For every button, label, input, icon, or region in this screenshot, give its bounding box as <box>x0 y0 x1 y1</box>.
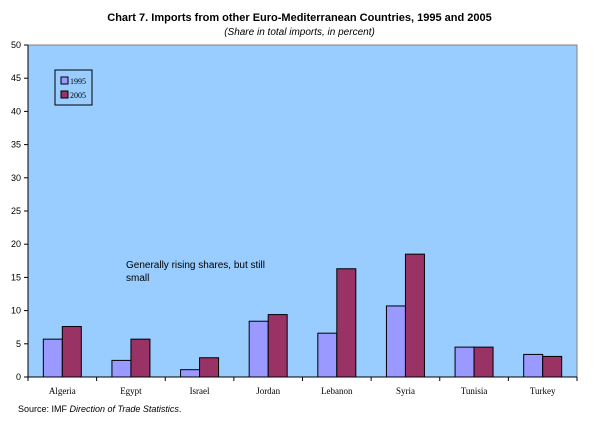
y-tick-label: 35 <box>11 140 21 150</box>
legend-box <box>54 69 93 106</box>
annotation-line-2: small <box>126 273 149 284</box>
bar-1995-egypt <box>111 359 132 378</box>
bar-2005-egypt <box>130 338 151 378</box>
x-tick-label: Tunisia <box>461 386 488 396</box>
chart-subtitle: (Share in total imports, in percent) <box>224 27 375 38</box>
y-tick-label: 0 <box>16 372 21 382</box>
y-tick-label: 15 <box>11 272 21 282</box>
bars <box>42 253 563 378</box>
bar-2005-algeria <box>61 326 82 378</box>
bar-2005-turkey <box>542 355 563 378</box>
y-tick-label: 25 <box>11 206 21 216</box>
legend-swatch-1995 <box>60 76 69 85</box>
x-tick-label: Syria <box>396 386 415 396</box>
annotation-line-1: Generally rising shares, but still <box>126 260 265 271</box>
x-tick-label: Israel <box>190 386 210 396</box>
legend-label-1995: 1995 <box>70 77 86 86</box>
bar-1995-algeria <box>42 338 63 378</box>
bar-1995-jordan <box>248 320 269 378</box>
x-tick-label: Jordan <box>256 386 280 396</box>
x-tick-label: Algeria <box>49 386 76 396</box>
y-tick-label: 20 <box>11 239 21 249</box>
bar-2005-tunisia <box>473 346 494 378</box>
chart-title: Chart 7. Imports from other Euro-Mediter… <box>107 12 492 24</box>
x-tick-label: Egypt <box>120 386 142 396</box>
y-tick-label: 10 <box>11 306 21 316</box>
legend: 1995 2005 <box>54 69 93 106</box>
bar-2005-lebanon <box>336 268 357 378</box>
plot-area <box>27 44 578 378</box>
bar-1995-lebanon <box>317 332 338 378</box>
x-axis: Algeria Egypt Israel Jordan Lebanon Syria Tuni… <box>27 376 578 396</box>
bar-1995-syria <box>385 305 406 378</box>
y-tick-label: 50 <box>11 40 21 50</box>
bar-1995-turkey <box>523 353 544 378</box>
legend-label-2005: 2005 <box>70 91 86 100</box>
y-tick-label: 45 <box>11 73 21 83</box>
bar-2005-syria <box>404 253 425 378</box>
y-tick-label: 40 <box>11 106 21 116</box>
source-prefix: Source: IMF <box>18 404 70 414</box>
y-tick-label: 30 <box>11 173 21 183</box>
source-title: Direction of Trade Statistics <box>69 404 179 414</box>
x-tick-label: Turkey <box>530 386 556 396</box>
bar-2005-jordan <box>267 314 288 378</box>
bar-1995-tunisia <box>454 346 475 378</box>
source-suffix: . <box>178 404 182 414</box>
bar-1995-israel <box>180 369 201 378</box>
legend-swatch-2005 <box>60 90 69 99</box>
source-note: Source: IMF Direction of Trade Statistic… <box>18 404 181 414</box>
y-axis: 0 5 10 15 20 25 30 35 40 45 50 <box>11 40 29 382</box>
x-tick-label: Lebanon <box>321 386 353 396</box>
bar-2005-israel <box>199 357 220 378</box>
y-tick-label: 5 <box>16 339 21 349</box>
